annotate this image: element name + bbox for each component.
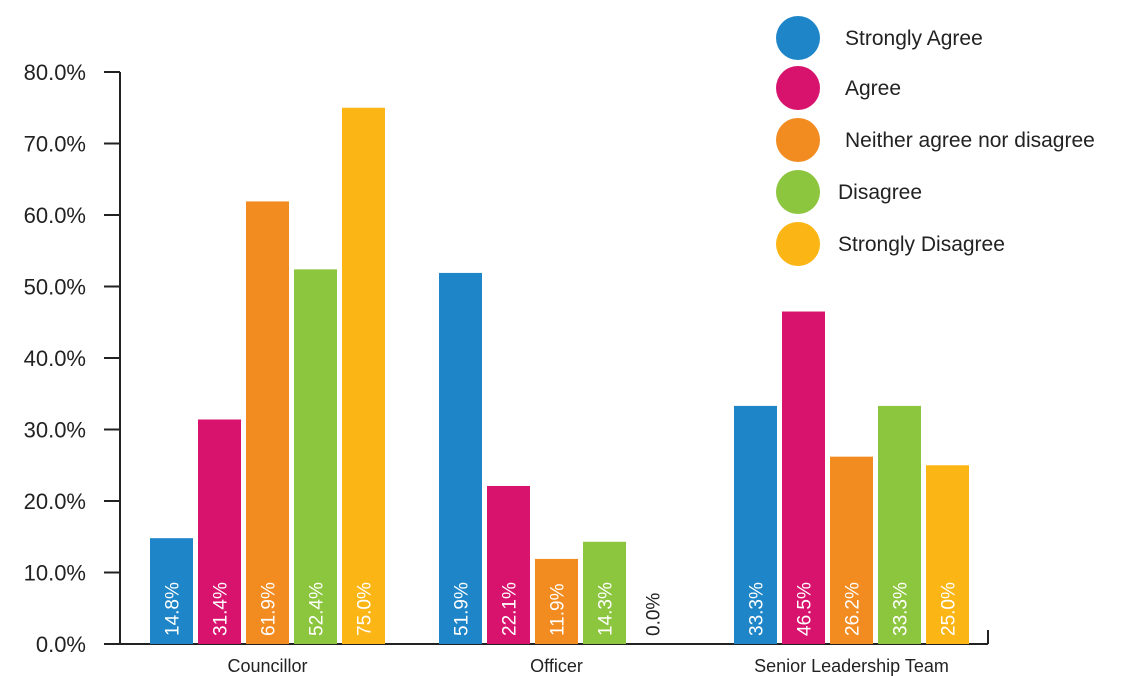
legend-label: Neither agree nor disagree (845, 129, 1095, 152)
bar (198, 419, 241, 644)
bar (926, 465, 969, 644)
bar (246, 201, 289, 645)
bar-value-label: 26.2% (843, 582, 864, 636)
bar-value-label: 14.8% (163, 582, 184, 636)
y-tick-label: 20.0% (24, 489, 86, 514)
bar-value-label: 0.0% (644, 593, 665, 636)
bar-labels: 14.8% 31.4% 61.9% 52.4% 75.0% 51.9% 22.1% 11.9%… (163, 582, 960, 636)
bar-value-label: 52.4% (307, 582, 328, 636)
bar (487, 485, 530, 644)
bar (734, 405, 777, 644)
bar-value-label: 11.9% (548, 583, 569, 636)
bar-value-label: 46.5% (795, 582, 816, 636)
legend-label: Agree (845, 77, 901, 100)
bar (535, 558, 578, 644)
axes: 0.0% 10.0% 20.0% 30.0% 40.0% 50.0% 60.0% 70.0% 8… (24, 60, 989, 657)
bar (342, 107, 385, 644)
bar (878, 405, 921, 644)
legend-swatch (776, 66, 820, 110)
bar-value-label: 51.9% (452, 582, 473, 636)
category-label: Councillor (227, 656, 307, 676)
bar (150, 538, 193, 644)
category-labels: Councillor Officer Senior Leadership Team (227, 656, 948, 676)
bar-value-label: 25.0% (939, 582, 960, 636)
bar-value-label: 33.3% (747, 582, 768, 636)
bar (294, 269, 337, 644)
legend-label: Disagree (838, 181, 922, 204)
bar-value-label: 61.9% (259, 582, 280, 636)
bar-value-label: 22.1% (500, 582, 521, 636)
legend-label: Strongly Disagree (838, 233, 1005, 256)
bar (583, 541, 626, 644)
category-label: Officer (530, 656, 583, 676)
y-tick-label: 60.0% (24, 203, 86, 228)
bar-value-label: 75.0% (355, 582, 376, 636)
y-tick-label: 30.0% (24, 418, 86, 443)
y-tick-label: 40.0% (24, 346, 86, 371)
bar-value-label: 31.4% (211, 582, 232, 636)
legend-swatch (776, 170, 820, 214)
y-tick-label: 0.0% (36, 632, 86, 657)
legend-label: Strongly Agree (845, 27, 983, 50)
legend: Strongly Agree Agree Neither agree nor dis… (776, 16, 1095, 266)
y-tick-label: 70.0% (24, 132, 86, 157)
y-tick-label: 50.0% (24, 275, 86, 300)
y-tick-label: 80.0% (24, 60, 86, 85)
bar-value-label: 14.3% (596, 582, 617, 636)
category-label: Senior Leadership Team (754, 656, 949, 676)
bars (150, 107, 969, 645)
y-tick-label: 10.0% (24, 561, 86, 586)
bar (439, 272, 482, 644)
bar (782, 311, 825, 644)
legend-swatch (776, 222, 820, 266)
bar (830, 456, 873, 644)
legend-swatch (776, 118, 820, 162)
bar-value-label: 33.3% (891, 582, 912, 636)
legend-swatch (776, 16, 820, 60)
